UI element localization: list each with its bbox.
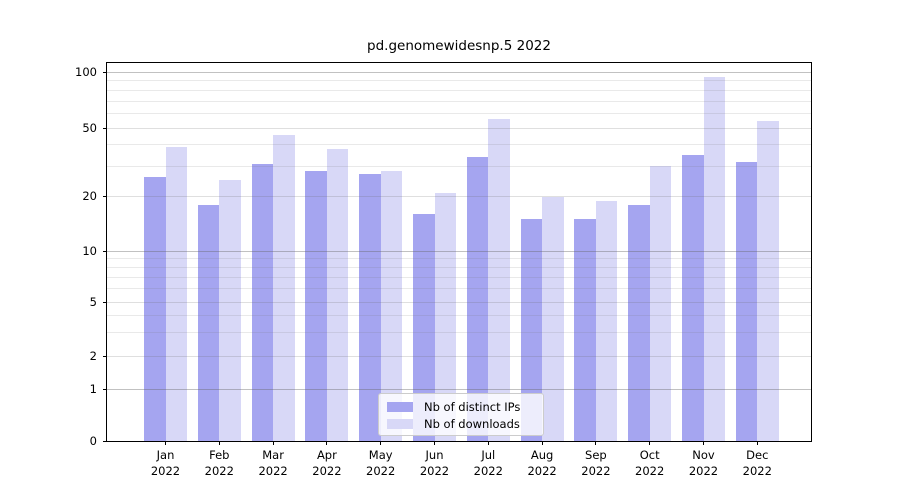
bar-distinct-ips <box>574 219 596 441</box>
plot-area <box>106 62 812 442</box>
bar-downloads <box>595 200 618 441</box>
x-tick <box>595 441 597 445</box>
y-tick <box>103 388 107 390</box>
x-tick-label: Nov 2022 <box>688 448 719 478</box>
legend-label-distinct-ips: Nb of distinct IPs <box>424 399 521 414</box>
x-tick-label: Aug 2022 <box>527 448 557 478</box>
bar-downloads <box>380 171 403 441</box>
bar-downloads <box>488 119 510 441</box>
bar-downloads <box>326 148 349 441</box>
x-tick <box>649 441 651 445</box>
x-tick <box>487 441 489 445</box>
bar-distinct-ips <box>359 174 381 441</box>
bar-downloads <box>165 146 187 441</box>
y-tick-label: 2 <box>89 348 97 363</box>
bar-distinct-ips <box>682 154 704 441</box>
bar-distinct-ips <box>305 171 327 441</box>
x-tick-label: Sep 2022 <box>581 448 611 478</box>
y-tick <box>103 72 107 73</box>
legend-swatch-downloads <box>387 418 413 429</box>
y-tick <box>103 196 107 197</box>
x-tick <box>541 441 543 445</box>
bar-distinct-ips <box>144 176 166 441</box>
y-tick-label: 5 <box>89 295 97 309</box>
x-tick <box>165 441 166 445</box>
bar-downloads <box>273 134 295 441</box>
legend-swatch-distinct-ips <box>387 401 413 412</box>
bar-downloads <box>757 120 779 441</box>
bars-layer <box>107 63 811 441</box>
y-tick-label: 10 <box>82 243 97 258</box>
y-tick <box>103 250 107 252</box>
bar-distinct-ips <box>413 214 435 441</box>
legend-label-downloads: Nb of downloads <box>424 416 520 431</box>
bar-distinct-ips <box>735 161 758 441</box>
x-tick-label: Jan 2022 <box>150 448 181 478</box>
x-tick <box>326 441 328 445</box>
x-tick-label: Dec 2022 <box>742 448 772 478</box>
bar-downloads <box>219 179 241 441</box>
x-tick <box>703 441 704 445</box>
bar-distinct-ips <box>197 204 220 441</box>
legend-item-downloads: Nb of downloads <box>387 415 543 432</box>
x-tick <box>434 441 435 445</box>
x-tick <box>756 441 758 445</box>
bar-distinct-ips <box>520 219 543 441</box>
bar-downloads <box>649 166 672 441</box>
bar-downloads <box>703 77 725 441</box>
y-tick <box>103 302 107 303</box>
y-tick <box>103 355 107 357</box>
y-tick-label: 20 <box>82 189 97 203</box>
y-tick <box>103 127 107 129</box>
legend-item-distinct-ips: Nb of distinct IPs <box>387 398 543 415</box>
bar-distinct-ips <box>251 163 274 441</box>
x-tick-label: Feb 2022 <box>204 448 234 478</box>
x-tick-label: Mar 2022 <box>258 448 288 478</box>
x-tick <box>380 441 382 445</box>
bar-distinct-ips <box>466 157 489 441</box>
y-tick-label: 0 <box>89 433 97 448</box>
bar-distinct-ips <box>628 204 650 441</box>
y-tick-label: 1 <box>89 381 97 396</box>
x-tick <box>218 441 220 445</box>
chart-title: pd.genomewidesnp.5 2022 <box>367 38 551 54</box>
y-tick-label: 100 <box>75 65 97 79</box>
legend: Nb of distinct IPs Nb of downloads <box>378 393 544 436</box>
x-tick <box>272 441 274 445</box>
x-tick-label: Oct 2022 <box>635 448 665 478</box>
x-tick-label: Apr 2022 <box>312 448 342 478</box>
bar-downloads <box>542 196 564 441</box>
y-tick <box>103 440 107 442</box>
x-tick-label: Jul 2022 <box>473 448 503 478</box>
x-tick-label: Jun 2022 <box>419 448 450 478</box>
y-tick-label: 50 <box>82 120 97 135</box>
bar-downloads <box>434 192 456 441</box>
x-tick-label: May 2022 <box>366 448 396 478</box>
